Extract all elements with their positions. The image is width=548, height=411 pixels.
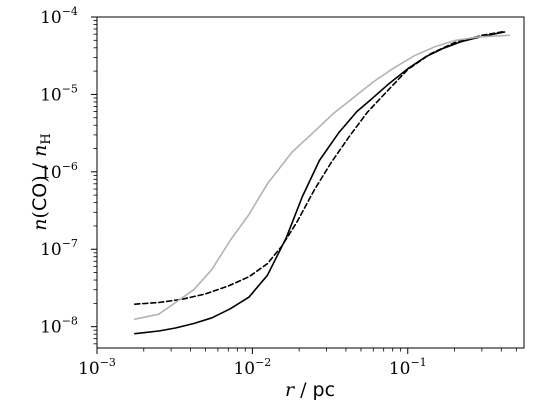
y-tick-label: 10−8 [40, 315, 78, 338]
series-line-1 [134, 31, 506, 335]
x-axis: 10−3 10−2 10−1 [78, 348, 517, 379]
x-axis-label: r / pc [285, 379, 335, 401]
y-tick-label: 10−7 [40, 237, 78, 260]
y-axis: 10−8 10−7 10−6 10−5 10−4 [40, 5, 97, 345]
series-line-2 [134, 30, 506, 306]
y-tick-label: 10−6 [40, 160, 78, 183]
y-tick-label: 10−4 [40, 5, 78, 28]
x-tick-label: 10−1 [389, 356, 427, 379]
x-tick-label: 10−2 [233, 356, 271, 379]
series-line-3 [134, 34, 511, 321]
plot-frame [96, 16, 525, 349]
y-tick-label: 10−5 [40, 82, 78, 105]
x-tick-label: 10−3 [78, 356, 116, 379]
series-layer [134, 30, 511, 335]
y-axis-label: n(CO) / nH [29, 133, 54, 230]
